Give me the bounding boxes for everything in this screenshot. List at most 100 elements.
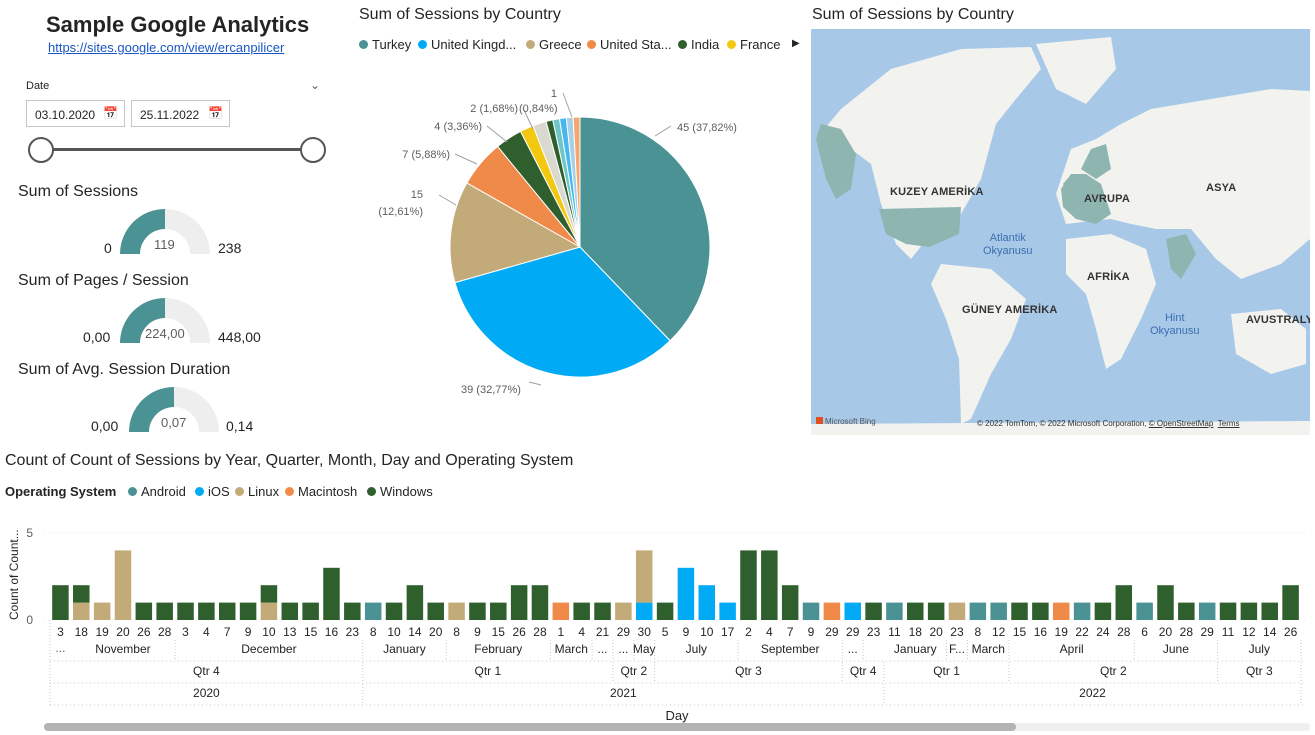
bar-segment-linux[interactable] (635, 550, 653, 603)
ocean-label-atlantic-line1: Atlantik (989, 232, 1026, 244)
bar-segment-windows[interactable] (865, 602, 882, 620)
bar-segment-macintosh[interactable] (1052, 602, 1070, 620)
bar-segment-windows[interactable] (427, 602, 444, 620)
x-day-label: 15 (492, 625, 506, 639)
bar-segment-windows[interactable] (740, 550, 757, 620)
bar-segment-ios[interactable] (719, 602, 736, 620)
legend-item-windows[interactable]: Windows (367, 484, 433, 499)
bar-segment-windows[interactable] (1261, 602, 1278, 620)
bar-segment-ios[interactable] (844, 602, 861, 620)
bar-segment-windows[interactable] (1032, 602, 1049, 620)
bar-segment-ios[interactable] (635, 602, 653, 620)
bar-segment-windows[interactable] (135, 602, 153, 620)
bar-segment-android[interactable] (969, 602, 987, 620)
bar-segment-windows[interactable] (761, 550, 778, 620)
bar-segment-windows[interactable] (1219, 602, 1237, 620)
bar-segment-windows[interactable] (239, 602, 257, 620)
bar-segment-windows[interactable] (1282, 585, 1299, 620)
scrollbar-thumb[interactable] (44, 723, 1016, 731)
bar-segment-ios[interactable] (698, 585, 716, 620)
bar-segment-linux[interactable] (448, 602, 465, 620)
bar-segment-windows[interactable] (156, 602, 173, 620)
date-range-slider[interactable] (40, 148, 314, 151)
legend-item-android[interactable]: Android (128, 484, 186, 499)
bar-segment-windows[interactable] (907, 602, 924, 620)
bar-segment-windows[interactable] (781, 585, 799, 620)
legend-item-united-states[interactable]: United Sta... (587, 37, 672, 52)
legend-item-turkey[interactable]: Turkey (359, 37, 411, 52)
legend-label: France (740, 37, 781, 52)
pie-slice-other-6[interactable] (572, 116, 581, 248)
end-date-input[interactable]: 25.11.2022 📅 (131, 100, 230, 127)
pie-slice-greece[interactable] (449, 182, 582, 284)
bar-segment-windows[interactable] (218, 602, 236, 620)
bar-segment-windows[interactable] (385, 602, 403, 620)
bar-segment-android[interactable] (364, 602, 382, 620)
bar-segment-linux[interactable] (73, 602, 90, 620)
calendar-icon[interactable]: 📅 (208, 106, 223, 120)
bar-segment-windows[interactable] (1178, 602, 1195, 620)
calendar-icon[interactable]: 📅 (103, 106, 118, 120)
y-tick-label: 0 (26, 613, 33, 627)
bar-segment-windows[interactable] (52, 585, 69, 620)
chevron-down-icon[interactable]: ⌄ (310, 78, 321, 92)
osm-link[interactable]: © OpenStreetMap (1148, 419, 1214, 428)
legend-item-united-kingdom[interactable]: United Kingd... (418, 37, 516, 52)
start-date-input[interactable]: 03.10.2020 📅 (26, 100, 125, 127)
site-link[interactable]: https://sites.google.com/view/ercanpilic… (48, 40, 285, 55)
bar-segment-linux[interactable] (948, 602, 966, 620)
bar-segment-android[interactable] (1136, 602, 1153, 620)
bar-segment-windows[interactable] (1115, 585, 1133, 620)
bar-segment-windows[interactable] (1094, 602, 1112, 620)
bar-segment-windows[interactable] (302, 602, 319, 620)
legend-item-greece[interactable]: Greece (526, 37, 582, 52)
slider-end-handle[interactable] (300, 137, 326, 163)
bar-segment-windows[interactable] (1011, 602, 1028, 620)
bar-segment-macintosh[interactable] (552, 602, 570, 620)
bar-segment-linux[interactable] (615, 602, 632, 620)
bar-segment-windows[interactable] (73, 585, 90, 603)
bar-segment-windows[interactable] (323, 567, 340, 620)
pie-slice-turkey[interactable] (579, 116, 711, 342)
legend-item-linux[interactable]: Linux (235, 484, 279, 499)
legend-next-arrow-icon[interactable]: ▶ (792, 38, 800, 49)
pie-slice-united-kingdom[interactable] (454, 246, 671, 378)
bar-segment-windows[interactable] (656, 602, 674, 620)
terms-link[interactable]: Terms (1217, 419, 1240, 428)
legend-item-india[interactable]: India (678, 37, 719, 52)
bar-segment-windows[interactable] (177, 602, 194, 620)
bar-segment-linux[interactable] (260, 602, 278, 620)
year-label: 2021 (610, 686, 637, 700)
bar-segment-android[interactable] (1198, 602, 1216, 620)
bar-segment-windows[interactable] (198, 602, 215, 620)
bar-segment-windows[interactable] (594, 602, 611, 620)
bar-segment-windows[interactable] (1157, 585, 1174, 620)
bar-segment-macintosh[interactable] (823, 602, 841, 620)
bar-segment-android[interactable] (1073, 602, 1091, 620)
bar-segment-android[interactable] (990, 602, 1007, 620)
bar-segment-android[interactable] (886, 602, 903, 620)
bar-segment-windows[interactable] (510, 585, 528, 620)
bar-segment-windows[interactable] (344, 602, 361, 620)
pie-title: Sum of Sessions by Country (359, 6, 561, 23)
legend-item-france[interactable]: France (727, 37, 780, 52)
bar-segment-linux[interactable] (93, 602, 111, 620)
bar-segment-windows[interactable] (927, 602, 945, 620)
legend-item-macintosh[interactable]: Macintosh (285, 484, 357, 499)
bar-segment-linux[interactable] (114, 550, 132, 620)
bar-segment-windows[interactable] (260, 585, 278, 603)
bar-segment-windows[interactable] (573, 602, 590, 620)
bar-segment-windows[interactable] (1240, 602, 1258, 620)
bar-segment-ios[interactable] (677, 567, 695, 620)
bar-segment-windows[interactable] (469, 602, 486, 620)
bar-segment-windows[interactable] (406, 585, 424, 620)
bar-segment-windows[interactable] (281, 602, 299, 620)
bar-segment-windows[interactable] (490, 602, 507, 620)
x-day-label: 22 (1075, 625, 1089, 639)
world-map[interactable]: KUZEY AMERİKA AVRUPA ASYA AFRİKA GÜNEY A… (811, 29, 1310, 435)
bar-segment-android[interactable] (802, 602, 820, 620)
slider-start-handle[interactable] (28, 137, 54, 163)
bar-segment-windows[interactable] (531, 585, 549, 620)
legend-item-ios[interactable]: iOS (195, 484, 230, 499)
x-day-label: 1 (557, 625, 564, 639)
